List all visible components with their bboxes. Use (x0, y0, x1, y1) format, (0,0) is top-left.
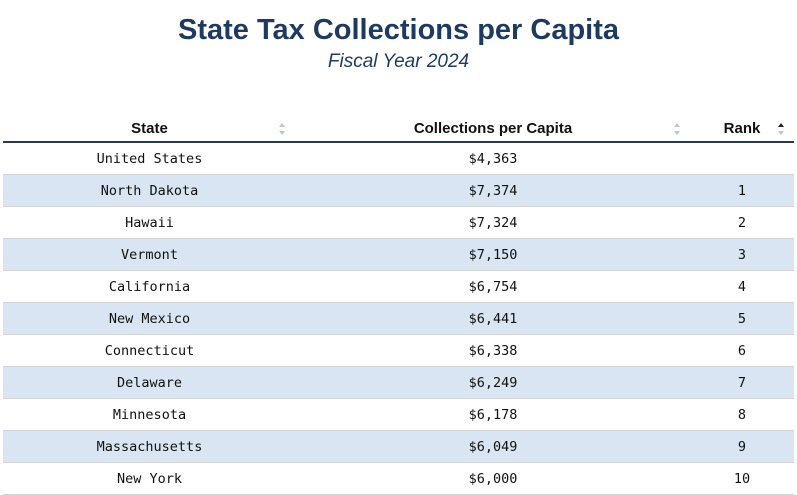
table-row: Hawaii $7,324 2 (3, 206, 794, 239)
cell-collections: $7,324 (296, 206, 690, 239)
table-row: Delaware $6,249 7 (3, 366, 794, 399)
sort-ascending-icon[interactable] (778, 123, 785, 135)
page-title: State Tax Collections per Capita (177, 14, 620, 46)
cell-collections: $7,374 (296, 174, 690, 207)
table-row: Minnesota $6,178 8 (3, 398, 794, 431)
cell-rank: 5 (690, 302, 794, 335)
sort-icon[interactable] (674, 123, 681, 135)
cell-state: New Mexico (3, 302, 296, 335)
cell-state: United States (3, 142, 296, 175)
cell-collections: $6,249 (296, 366, 690, 399)
cell-collections: $6,178 (296, 398, 690, 431)
cell-state: Vermont (3, 238, 296, 271)
cell-rank: 3 (690, 238, 794, 271)
table-row: North Dakota $7,374 1 (3, 174, 794, 207)
cell-state: New York (3, 462, 296, 495)
table-row: New York $6,000 10 (3, 462, 794, 495)
cell-collections: $4,363 (296, 142, 690, 175)
cell-state: Connecticut (3, 334, 296, 367)
column-header-label: State (131, 120, 168, 137)
cell-state: Hawaii (3, 206, 296, 239)
cell-collections: $6,441 (296, 302, 690, 335)
cell-state: Delaware (3, 366, 296, 399)
cell-rank (690, 142, 794, 175)
sort-icon[interactable] (279, 123, 286, 135)
cell-collections: $6,338 (296, 334, 690, 367)
table-header-row: State Collections per Capita Rank (3, 108, 794, 143)
cell-collections: $6,754 (296, 270, 690, 303)
column-header-rank[interactable]: Rank (690, 108, 794, 143)
cell-rank: 4 (690, 270, 794, 303)
cell-rank: 1 (690, 174, 794, 207)
column-header-collections[interactable]: Collections per Capita (296, 108, 690, 143)
data-table: State Collections per Capita Rank United… (3, 108, 794, 495)
table-row: United States $4,363 (3, 142, 794, 175)
cell-state: California (3, 270, 296, 303)
cell-state: Massachusetts (3, 430, 296, 463)
table-row: Massachusetts $6,049 9 (3, 430, 794, 463)
column-header-label: Rank (723, 120, 761, 137)
cell-rank: 7 (690, 366, 794, 399)
cell-collections: $7,150 (296, 238, 690, 271)
table-row: Connecticut $6,338 6 (3, 334, 794, 367)
cell-rank: 2 (690, 206, 794, 239)
table-row: Vermont $7,150 3 (3, 238, 794, 271)
cell-collections: $6,000 (296, 462, 690, 495)
cell-collections: $6,049 (296, 430, 690, 463)
cell-rank: 8 (690, 398, 794, 431)
column-header-label: Collections per Capita (413, 120, 573, 137)
cell-state: Minnesota (3, 398, 296, 431)
cell-state: North Dakota (3, 174, 296, 207)
cell-rank: 9 (690, 430, 794, 463)
cell-rank: 10 (690, 462, 794, 495)
table-row: California $6,754 4 (3, 270, 794, 303)
page-subtitle: Fiscal Year 2024 (327, 51, 470, 72)
table-row: New Mexico $6,441 5 (3, 302, 794, 335)
cell-rank: 6 (690, 334, 794, 367)
column-header-state[interactable]: State (3, 108, 296, 143)
